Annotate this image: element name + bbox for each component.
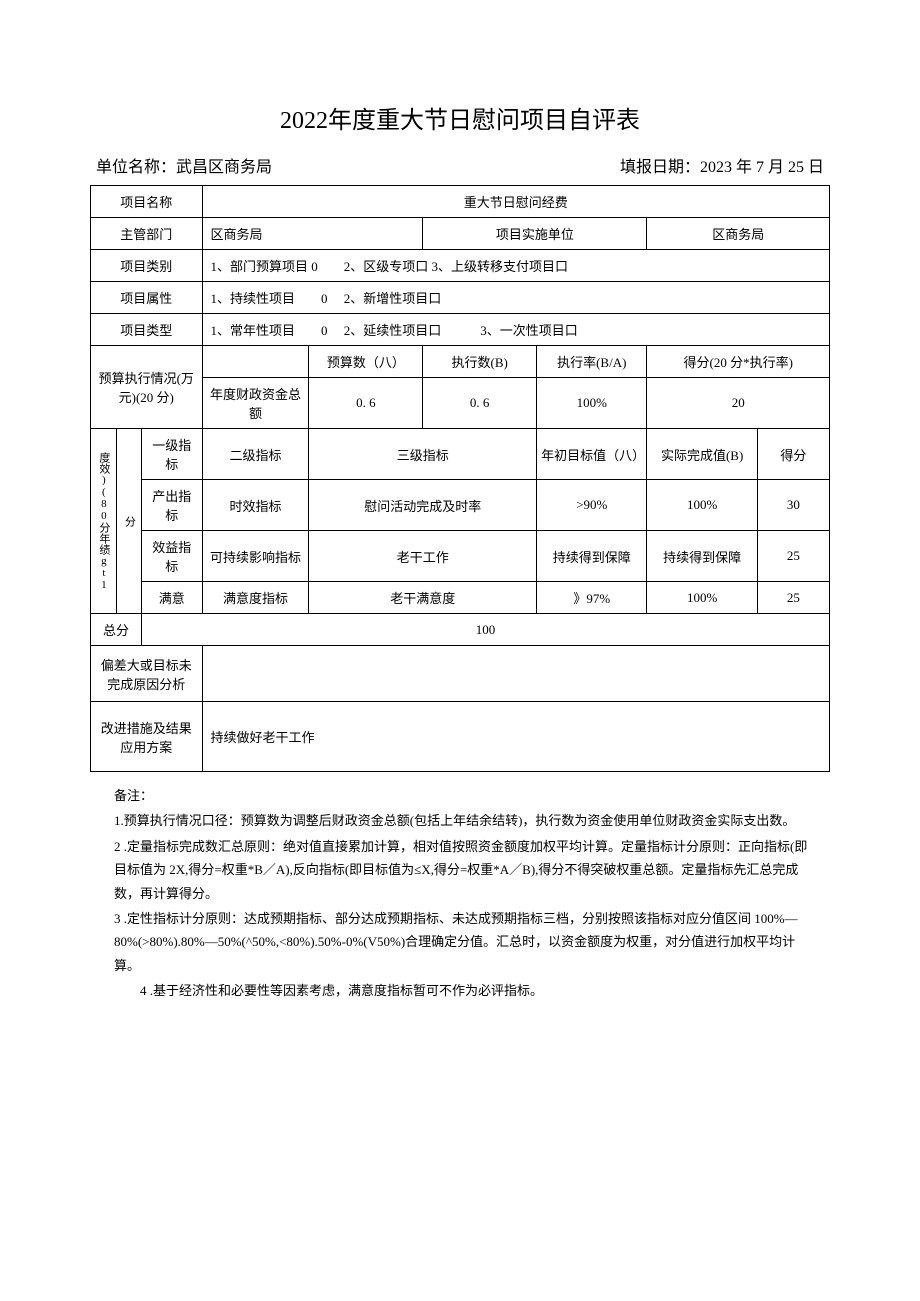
unit-value: 武昌区商务局 — [176, 159, 272, 176]
row-total: 总分 100 — [91, 614, 830, 646]
date-value: 2023 年 7 月 25 日 — [700, 159, 824, 176]
perf-h-l1: 一级指标 — [142, 429, 202, 480]
col-score: 得分(20 分*执行率) — [647, 346, 830, 378]
col-rate: 执行率(B/A) — [537, 346, 647, 378]
perf-r2-score: 25 — [757, 531, 829, 582]
deviation-label: 偏差大或目标未完成原因分析 — [91, 646, 203, 702]
notes-section: 备注： 1.预算执行情况口径：预算数为调整后财政资金总额(包括上年结余结转)，执… — [90, 784, 830, 1003]
col-budget: 预算数（八） — [309, 346, 423, 378]
label-project-name: 项目名称 — [91, 186, 203, 218]
evaluation-table: 项目名称 重大节日慰问经费 主管部门 区商务局 项目实施单位 区商务局 项目类别… — [90, 185, 830, 772]
deviation-value — [202, 646, 829, 702]
date-label: 填报日期： — [620, 159, 700, 176]
note-0: 备注： — [114, 784, 820, 807]
budget-row-label: 年度财政资金总额 — [202, 378, 309, 429]
perf-r2-l3: 老干工作 — [309, 531, 537, 582]
row-improvement: 改进措施及结果应用方案 持续做好老干工作 — [91, 702, 830, 772]
budget-blank — [202, 346, 309, 378]
label-attribute: 项目属性 — [91, 282, 203, 314]
perf-r1-l3: 慰问活动完成及时率 — [309, 480, 537, 531]
budget-v-rate: 100% — [537, 378, 647, 429]
col-exec: 执行数(B) — [423, 346, 537, 378]
perf-vlabel2: 分 — [116, 429, 142, 614]
value-authority: 区商务局 — [202, 218, 423, 250]
row-budget-data: 年度财政资金总额 0. 6 0. 6 100% 20 — [91, 378, 830, 429]
row-category: 项目类别 1、部门预算项目 0 2、区级专项口 3、上级转移支付项目口 — [91, 250, 830, 282]
label-budget-section: 预算执行情况(万元)(20 分) — [91, 346, 203, 429]
note-2: 2 .定量指标完成数汇总原则：绝对值直接累加计算，相对值按照资金额度加权平均计算… — [114, 835, 820, 905]
perf-r1-actual: 100% — [647, 480, 757, 531]
perf-r2-actual: 持续得到保障 — [647, 531, 757, 582]
perf-r3-actual: 100% — [647, 582, 757, 614]
label-category: 项目类别 — [91, 250, 203, 282]
label-impl-unit: 项目实施单位 — [423, 218, 647, 250]
value-attribute: 1、持续性项目 0 2、新增性项目口 — [202, 282, 829, 314]
row-project-name: 项目名称 重大节日慰问经费 — [91, 186, 830, 218]
perf-r3-target: 》97% — [537, 582, 647, 614]
perf-r3-l3: 老干满意度 — [309, 582, 537, 614]
value-project-name: 重大节日慰问经费 — [202, 186, 829, 218]
row-perf-1: 产出指标 时效指标 慰问活动完成及时率 >90% 100% 30 — [91, 480, 830, 531]
row-type: 项目类型 1、常年性项目 0 2、延续性项目口 3、一次性项目口 — [91, 314, 830, 346]
row-deviation: 偏差大或目标未完成原因分析 — [91, 646, 830, 702]
row-authority: 主管部门 区商务局 项目实施单位 区商务局 — [91, 218, 830, 250]
report-date: 填报日期：2023 年 7 月 25 日 — [620, 153, 824, 177]
perf-r1-l2: 时效指标 — [202, 480, 309, 531]
budget-v-budget: 0. 6 — [309, 378, 423, 429]
improvement-value: 持续做好老干工作 — [202, 702, 829, 772]
value-impl-unit: 区商务局 — [647, 218, 830, 250]
header-line: 单位名称：武昌区商务局 填报日期：2023 年 7 月 25 日 — [90, 153, 830, 177]
value-type: 1、常年性项目 0 2、延续性项目口 3、一次性项目口 — [202, 314, 829, 346]
perf-r2-l2: 可持续影响指标 — [202, 531, 309, 582]
row-perf-3: 满意 满意度指标 老干满意度 》97% 100% 25 — [91, 582, 830, 614]
perf-r3-l1: 满意 — [142, 582, 202, 614]
value-category: 1、部门预算项目 0 2、区级专项口 3、上级转移支付项目口 — [202, 250, 829, 282]
row-perf-2: 效益指标 可持续影响指标 老干工作 持续得到保障 持续得到保障 25 — [91, 531, 830, 582]
perf-r2-target: 持续得到保障 — [537, 531, 647, 582]
perf-h-actual: 实际完成值(B) — [647, 429, 757, 480]
perf-r1-score: 30 — [757, 480, 829, 531]
budget-v-exec: 0. 6 — [423, 378, 537, 429]
label-type: 项目类型 — [91, 314, 203, 346]
note-3: 3 .定性指标计分原则：达成预期指标、部分达成预期指标、未达成预期指标三档，分别… — [114, 907, 820, 977]
unit-label: 单位名称： — [96, 159, 176, 176]
page-title: 2022年度重大节日慰问项目自评表 — [90, 100, 830, 135]
perf-h-score: 得分 — [757, 429, 829, 480]
unit-name: 单位名称：武昌区商务局 — [96, 153, 272, 177]
total-value: 100 — [142, 614, 830, 646]
perf-h-target: 年初目标值（八） — [537, 429, 647, 480]
perf-r1-l1: 产出指标 — [142, 480, 202, 531]
improvement-label: 改进措施及结果应用方案 — [91, 702, 203, 772]
row-perf-header: 度效)(80分年绩gt1 分 一级指标 二级指标 三级指标 年初目标值（八） 实… — [91, 429, 830, 480]
row-budget-header: 预算执行情况(万元)(20 分) 预算数（八） 执行数(B) 执行率(B/A) … — [91, 346, 830, 378]
label-authority: 主管部门 — [91, 218, 203, 250]
row-attribute: 项目属性 1、持续性项目 0 2、新增性项目口 — [91, 282, 830, 314]
total-label: 总分 — [91, 614, 142, 646]
perf-r2-l1: 效益指标 — [142, 531, 202, 582]
perf-r3-l2: 满意度指标 — [202, 582, 309, 614]
perf-r3-score: 25 — [757, 582, 829, 614]
perf-h-l2: 二级指标 — [202, 429, 309, 480]
note-4: 4 .基于经济性和必要性等因素考虑，满意度指标暂可不作为必评指标。 — [114, 979, 820, 1002]
perf-vlabel: 度效)(80分年绩gt1 — [91, 429, 117, 614]
note-1: 1.预算执行情况口径：预算数为调整后财政资金总额(包括上年结余结转)，执行数为资… — [114, 809, 820, 832]
budget-v-score: 20 — [647, 378, 830, 429]
perf-r1-target: >90% — [537, 480, 647, 531]
perf-h-l3: 三级指标 — [309, 429, 537, 480]
